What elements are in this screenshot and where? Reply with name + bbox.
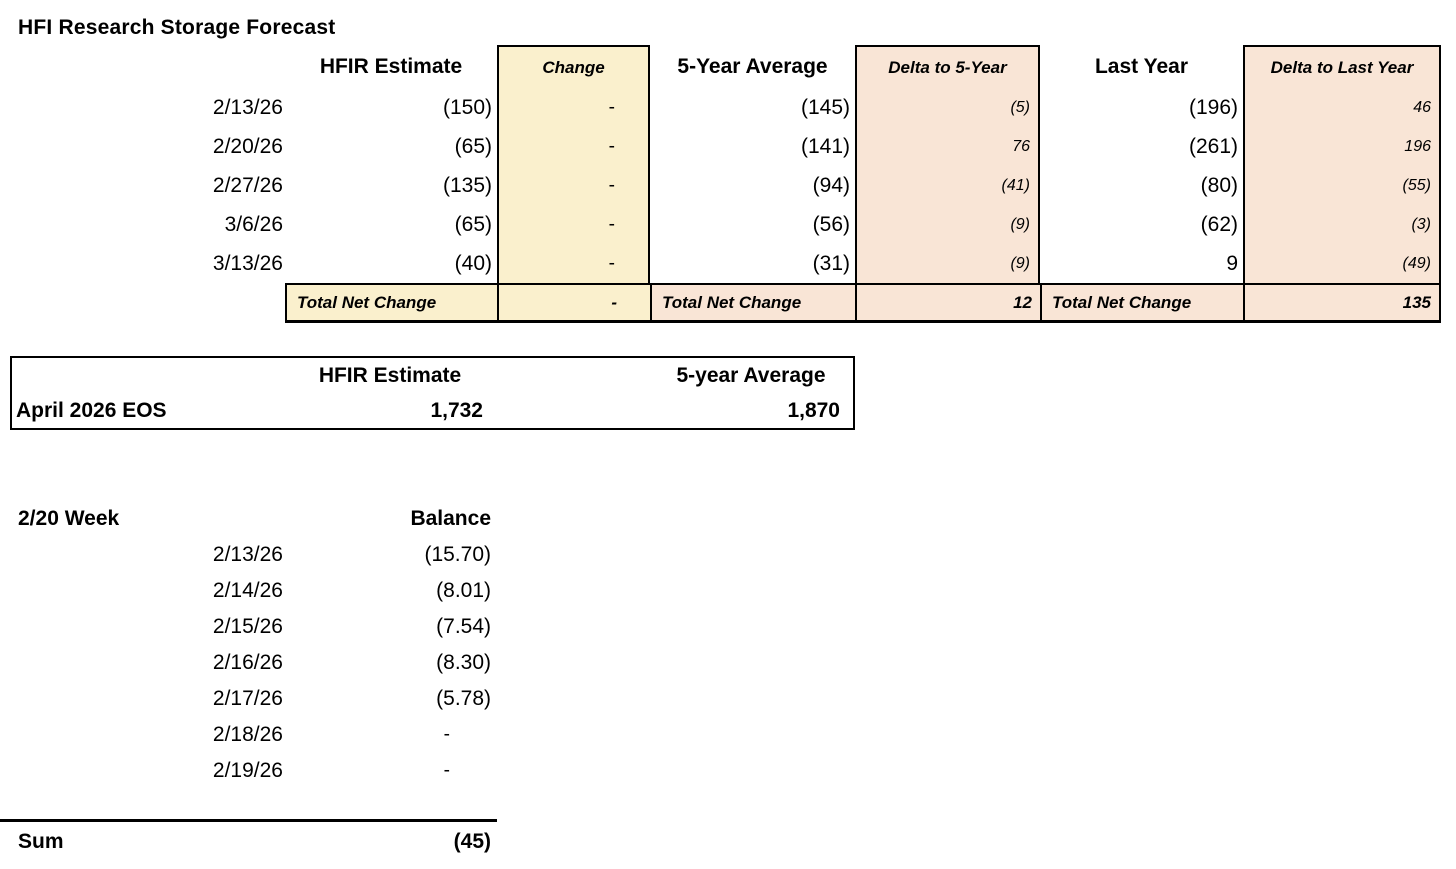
total-change-value: - xyxy=(497,283,650,323)
forecast-header-date-cell xyxy=(0,45,285,88)
week-date-cell: 2/13/26 xyxy=(212,543,283,566)
change-cell: - xyxy=(497,127,650,166)
balance-header: Balance xyxy=(410,507,491,530)
page-title: HFI Research Storage Forecast xyxy=(18,16,336,39)
last-year-cell: (196) xyxy=(1188,95,1238,119)
last-year-cell: (80) xyxy=(1200,173,1238,197)
week-date-cell: 2/16/26 xyxy=(212,651,283,674)
total-net-change-label-last-year: Total Net Change xyxy=(1040,283,1243,323)
last-year-cell: (261) xyxy=(1188,134,1238,158)
week-balance-cell: - xyxy=(443,760,450,781)
delta-five-year-cell: (5) xyxy=(855,88,1040,127)
estimate-cell: (150) xyxy=(442,95,492,119)
date-cell: 2/20/26 xyxy=(212,134,283,158)
estimate-cell: (65) xyxy=(454,212,492,236)
change-cell: - xyxy=(497,205,650,244)
eos-row-gap xyxy=(496,393,649,428)
estimate-cell: (40) xyxy=(454,251,492,275)
week-balance-cell: - xyxy=(443,724,450,745)
date-cell: 2/13/26 xyxy=(212,95,283,119)
forecast-header-delta-last-year: Delta to Last Year xyxy=(1243,45,1441,88)
week-sum-row: Sum (45) xyxy=(0,819,497,861)
five-year-avg-cell: (94) xyxy=(812,173,850,197)
delta-last-year-cell: 196 xyxy=(1243,127,1441,166)
week-date-cell: 2/18/26 xyxy=(212,723,283,746)
delta-five-year-cell: (9) xyxy=(855,205,1040,244)
total-delta-five-year-value: 12 xyxy=(855,283,1040,323)
forecast-header-estimate: HFIR Estimate xyxy=(319,54,463,78)
date-cell: 2/27/26 xyxy=(212,173,283,197)
five-year-avg-cell: (141) xyxy=(800,134,850,158)
sum-value: (45) xyxy=(453,829,491,853)
five-year-avg-cell: (56) xyxy=(812,212,850,236)
change-cell: - xyxy=(497,166,650,205)
forecast-header-delta-five-year: Delta to 5-Year xyxy=(855,45,1040,88)
estimate-cell: (135) xyxy=(442,173,492,197)
eos-estimate-value: 1,732 xyxy=(430,398,483,422)
forecast-table: HFIR Estimate Change 5-Year Average Delt… xyxy=(0,45,1441,323)
total-net-change-label-estimate: Total Net Change xyxy=(285,283,497,323)
eos-header-spacer xyxy=(12,358,284,393)
week-date-cell: 2/15/26 xyxy=(212,615,283,638)
sum-label: Sum xyxy=(18,829,64,853)
week-balance-cell: (15.70) xyxy=(424,543,491,566)
delta-last-year-cell: (3) xyxy=(1243,205,1441,244)
week-balance-cell: (5.78) xyxy=(436,687,491,710)
eos-row-label: April 2026 EOS xyxy=(16,398,167,422)
five-year-avg-cell: (31) xyxy=(812,251,850,275)
delta-last-year-cell: (55) xyxy=(1243,166,1441,205)
delta-last-year-cell: (49) xyxy=(1243,244,1441,283)
eos-header-five-year-avg: 5-year Average xyxy=(676,363,826,387)
date-cell: 3/6/26 xyxy=(224,212,283,236)
forecast-header-last-year: Last Year xyxy=(1094,54,1188,78)
delta-five-year-cell: 76 xyxy=(855,127,1040,166)
change-cell: - xyxy=(497,88,650,127)
week-balance-table: 2/20 Week Balance 2/13/26 (15.70) 2/14/2… xyxy=(0,501,497,861)
eos-five-year-avg-value: 1,870 xyxy=(787,398,840,422)
week-date-cell: 2/14/26 xyxy=(212,579,283,602)
total-delta-last-year-value: 135 xyxy=(1243,283,1441,323)
week-balance-cell: (8.30) xyxy=(436,651,491,674)
eos-header-gap xyxy=(496,358,649,393)
total-net-change-label-five-year: Total Net Change xyxy=(650,283,855,323)
eos-table: HFIR Estimate 5-year Average April 2026 … xyxy=(10,356,855,430)
week-date-cell: 2/19/26 xyxy=(212,759,283,782)
week-table-title: 2/20 Week xyxy=(18,507,120,530)
total-date-spacer xyxy=(0,283,285,323)
eos-header-estimate: HFIR Estimate xyxy=(318,363,462,387)
last-year-cell: (62) xyxy=(1200,212,1238,236)
week-balance-cell: (7.54) xyxy=(436,615,491,638)
five-year-avg-cell: (145) xyxy=(800,95,850,119)
estimate-cell: (65) xyxy=(454,134,492,158)
forecast-header-change: Change xyxy=(497,45,650,88)
forecast-header-five-year-avg: 5-Year Average xyxy=(677,54,828,78)
date-cell: 3/13/26 xyxy=(212,251,283,275)
delta-five-year-cell: (41) xyxy=(855,166,1040,205)
delta-last-year-cell: 46 xyxy=(1243,88,1441,127)
week-balance-cell: (8.01) xyxy=(436,579,491,602)
change-cell: - xyxy=(497,244,650,283)
last-year-cell: 9 xyxy=(1226,251,1238,275)
week-date-cell: 2/17/26 xyxy=(212,687,283,710)
delta-five-year-cell: (9) xyxy=(855,244,1040,283)
